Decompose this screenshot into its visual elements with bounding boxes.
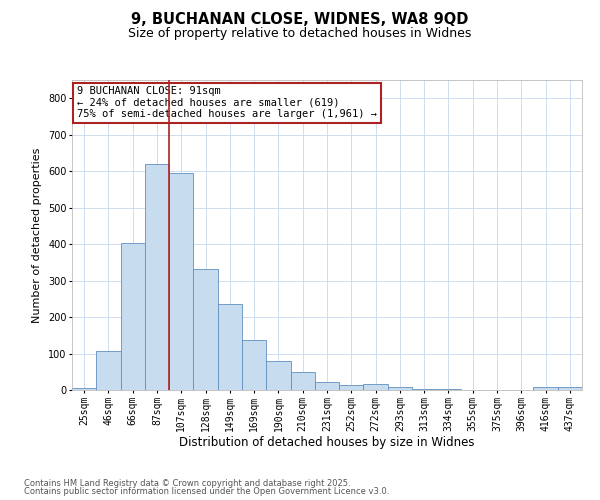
Bar bbox=[315, 382, 339, 390]
Bar bbox=[145, 164, 169, 390]
Bar bbox=[364, 384, 388, 390]
Y-axis label: Number of detached properties: Number of detached properties bbox=[32, 148, 43, 322]
Bar bbox=[558, 387, 582, 390]
Bar bbox=[388, 388, 412, 390]
Bar bbox=[266, 361, 290, 390]
Text: 9 BUCHANAN CLOSE: 91sqm
← 24% of detached houses are smaller (619)
75% of semi-d: 9 BUCHANAN CLOSE: 91sqm ← 24% of detache… bbox=[77, 86, 377, 120]
Text: Contains public sector information licensed under the Open Government Licence v3: Contains public sector information licen… bbox=[24, 487, 389, 496]
Bar bbox=[290, 372, 315, 390]
Text: 9, BUCHANAN CLOSE, WIDNES, WA8 9QD: 9, BUCHANAN CLOSE, WIDNES, WA8 9QD bbox=[131, 12, 469, 28]
Bar bbox=[242, 340, 266, 390]
X-axis label: Distribution of detached houses by size in Widnes: Distribution of detached houses by size … bbox=[179, 436, 475, 450]
Text: Contains HM Land Registry data © Crown copyright and database right 2025.: Contains HM Land Registry data © Crown c… bbox=[24, 478, 350, 488]
Text: Size of property relative to detached houses in Widnes: Size of property relative to detached ho… bbox=[128, 28, 472, 40]
Bar bbox=[121, 243, 145, 390]
Bar bbox=[169, 173, 193, 390]
Bar bbox=[193, 268, 218, 390]
Bar bbox=[218, 304, 242, 390]
Bar bbox=[339, 384, 364, 390]
Bar bbox=[533, 388, 558, 390]
Bar bbox=[72, 388, 96, 390]
Bar bbox=[412, 389, 436, 390]
Bar bbox=[96, 350, 121, 390]
